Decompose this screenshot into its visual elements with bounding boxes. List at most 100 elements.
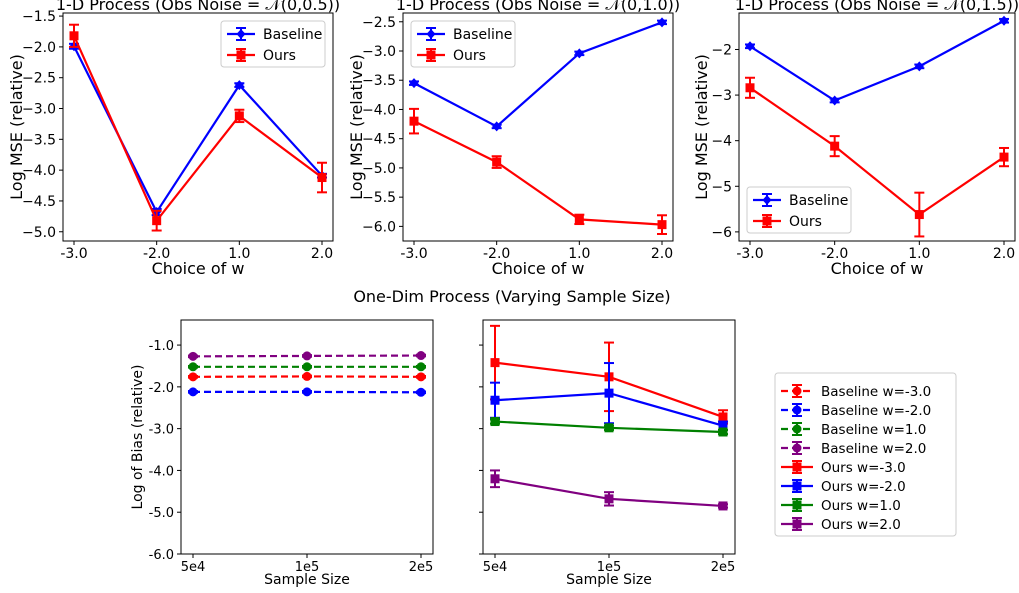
x-tick-label: 1e5 (597, 560, 622, 575)
legend-label: Baseline (263, 27, 322, 43)
legend-marker (426, 50, 436, 60)
series-line (749, 19, 1005, 102)
x-axis-label: Choice of w (492, 259, 585, 278)
legend-marker (792, 386, 802, 396)
data-point (188, 387, 198, 397)
y-tick-label: -5.0 (149, 506, 174, 521)
data-point (604, 494, 614, 504)
data-point (492, 121, 502, 132)
series-baseline-w-1-0 (188, 362, 426, 372)
data-point (718, 412, 728, 422)
y-tick-label: −4.0 (362, 102, 396, 118)
data-point (234, 80, 244, 91)
x-tick-label: -2.0 (821, 246, 848, 262)
y-tick-label: −3.5 (362, 73, 396, 89)
legend-marker (792, 481, 802, 491)
legend-label: Ours (453, 48, 486, 64)
data-point (604, 388, 614, 398)
legend-label: Ours w=2.0 (821, 517, 901, 533)
data-point (416, 351, 426, 361)
legend-label: Ours (789, 214, 822, 230)
y-tick-label: -3.0 (149, 423, 174, 438)
data-point (416, 387, 426, 397)
y-axis-label: Log MSE (relative) (7, 54, 26, 200)
series-ours (745, 76, 1009, 238)
y-tick-label: -4.0 (149, 464, 174, 479)
x-axis-label: Choice of w (152, 259, 245, 278)
legend-marker (426, 29, 436, 39)
series-line (749, 86, 1005, 216)
data-point (490, 358, 500, 368)
data-point (409, 78, 419, 89)
chart-4: -1.0 -2.0 -3.0 -4.0 -5.0 -6.0 5e4 1e5 2e5 Sample … (130, 319, 434, 588)
y-tick-label: −4 (711, 134, 732, 150)
legend-label: Ours (263, 48, 296, 64)
data-point (302, 351, 312, 361)
y-tick-label: −4.5 (22, 194, 56, 210)
legend-marker (792, 443, 802, 453)
chart-2: 1-D Process (Obs Noise = 𝒩(0,1.0))−2.5 −3… (347, 0, 680, 278)
series-ours-w-2-0 (490, 469, 728, 511)
plot-frame (738, 12, 1016, 242)
chart-title: 1-D Process (Obs Noise = 𝒩(0,1.5)) (735, 0, 1019, 14)
y-tick-label: −5 (711, 179, 732, 195)
y-tick-label: −2.0 (22, 40, 56, 56)
y-tick-label: −2.5 (362, 15, 396, 31)
x-tick-label: 5e4 (181, 560, 206, 575)
y-tick-label: −3.5 (22, 132, 56, 148)
x-tick-label: 1.0 (228, 246, 250, 262)
x-tick-label: -2.0 (143, 246, 170, 262)
y-tick-label: -1.0 (149, 339, 174, 354)
series-line (413, 120, 663, 226)
data-point (490, 417, 500, 427)
data-point (188, 372, 198, 382)
figure-title: One-Dim Process (Varying Sample Size) (353, 287, 670, 306)
series-baseline-w-3-0 (188, 371, 426, 382)
data-point (416, 372, 426, 382)
data-point (999, 15, 1009, 26)
x-axis-label: Sample Size (566, 572, 652, 588)
series-baseline-w-2-0 (188, 351, 426, 361)
legend-label: Baseline w=2.0 (821, 441, 926, 457)
data-point (234, 111, 244, 121)
y-tick-label: −6 (711, 225, 732, 241)
legend-marker (236, 50, 246, 60)
x-tick-label: 2e5 (711, 560, 736, 575)
data-point (830, 95, 840, 106)
series-baseline-w-2-0 (188, 387, 426, 397)
legend-box (774, 372, 957, 537)
data-point (718, 421, 728, 431)
chart-1: 1-D Process (Obs Noise = 𝒩(0,0.5))−1.5 −2… (7, 0, 340, 278)
data-point (914, 61, 924, 72)
legend: Baseline Ours (746, 186, 852, 234)
y-tick-label: -6.0 (149, 548, 174, 563)
legend-label: Baseline (789, 193, 848, 209)
data-point (574, 214, 584, 224)
data-point (152, 216, 162, 226)
legend-label: Baseline w=-2.0 (821, 403, 931, 419)
legend: Baseline Ours (410, 20, 516, 68)
series-line (73, 45, 323, 215)
legend-marker (762, 195, 772, 205)
x-axis-label: Choice of w (831, 259, 924, 278)
data-point (69, 31, 79, 41)
data-point (830, 141, 840, 151)
y-tick-label: −2 (711, 42, 732, 58)
data-point (188, 362, 198, 372)
x-tick-label: 1e5 (295, 560, 320, 575)
legend-marker (792, 424, 802, 434)
y-tick-label: −5.0 (362, 161, 396, 177)
x-tick-label: -2.0 (483, 246, 510, 262)
data-point (999, 152, 1009, 162)
series-line (72, 35, 323, 223)
x-tick-label: 5e4 (483, 560, 508, 575)
y-tick-label: −3.0 (22, 102, 56, 118)
series-line (413, 21, 663, 128)
series-ours-w-1-0 (490, 417, 728, 437)
legend-marker (792, 519, 802, 529)
x-tick-label: 2.0 (311, 246, 333, 262)
data-point (745, 41, 755, 52)
data-point (745, 83, 755, 93)
y-axis-label: Log MSE (relative) (692, 54, 711, 200)
